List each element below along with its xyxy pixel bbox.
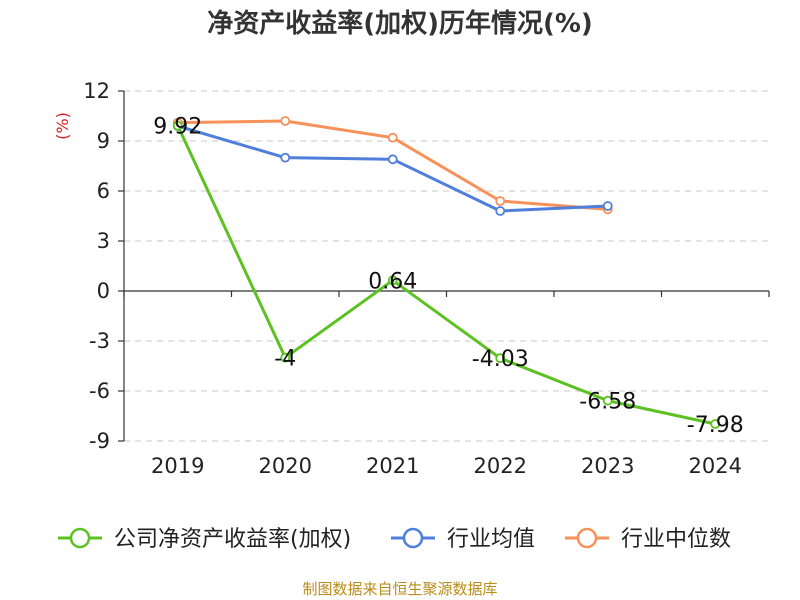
legend-swatch-marker	[71, 529, 89, 547]
y-tick-label: -9	[89, 429, 110, 453]
legend-label[interactable]: 行业中位数	[621, 527, 731, 552]
data-label: -4	[274, 347, 296, 372]
y-axis-label: (%)	[53, 112, 72, 140]
series-point-1[interactable]	[496, 207, 504, 215]
series-point-1[interactable]	[281, 154, 289, 162]
x-tick-label: 2023	[581, 454, 634, 478]
y-tick-label: -3	[89, 329, 110, 353]
y-tick-label: 3	[97, 229, 110, 253]
series-point-1[interactable]	[389, 155, 397, 163]
data-label: 0.64	[368, 269, 417, 294]
y-tick-label: 0	[97, 279, 110, 303]
legend-label[interactable]: 行业均值	[447, 527, 535, 552]
grid-lines	[124, 91, 769, 441]
y-tick-label: -6	[89, 379, 110, 403]
series-point-2[interactable]	[389, 134, 397, 142]
series-point-2[interactable]	[281, 117, 289, 125]
x-tick-label: 2021	[366, 454, 419, 478]
data-label: -6.58	[579, 390, 636, 415]
data-label: -4.03	[472, 347, 529, 372]
line-chart: 净资产收益率(加权)历年情况(%) (%) 12 9 6 3 0 -3 -6 -9 2019 20…	[0, 0, 800, 600]
legend-label[interactable]: 公司净资产收益率(加权)	[114, 527, 351, 552]
legend[interactable]: 公司净资产收益率(加权) 行业均值 行业中位数	[58, 527, 731, 552]
source-note: 制图数据来自恒生聚源数据库	[302, 580, 497, 598]
data-label: 9.92	[153, 115, 202, 140]
legend-swatch-marker	[404, 529, 422, 547]
x-tick-label: 2022	[474, 454, 527, 478]
chart-root: 净资产收益率(加权)历年情况(%) (%) 12 9 6 3 0 -3 -6 -9 2019 20…	[0, 0, 800, 600]
series-point-1[interactable]	[604, 202, 612, 210]
series-point-2[interactable]	[496, 197, 504, 205]
x-tick-label: 2020	[259, 454, 312, 478]
chart-title: 净资产收益率(加权)历年情况(%)	[207, 8, 593, 39]
data-labels: 9.92 -4 0.64 -4.03 -6.58 -7.98	[153, 115, 743, 438]
y-tick-label: 6	[97, 179, 110, 203]
x-tick-label: 2024	[689, 454, 742, 478]
x-tick-label: 2019	[151, 454, 204, 478]
data-label: -7.98	[687, 413, 744, 438]
series-layer	[174, 117, 720, 428]
legend-swatch-marker	[578, 529, 596, 547]
y-tick-label: 12	[83, 79, 110, 103]
y-tick-label: 9	[97, 129, 110, 153]
